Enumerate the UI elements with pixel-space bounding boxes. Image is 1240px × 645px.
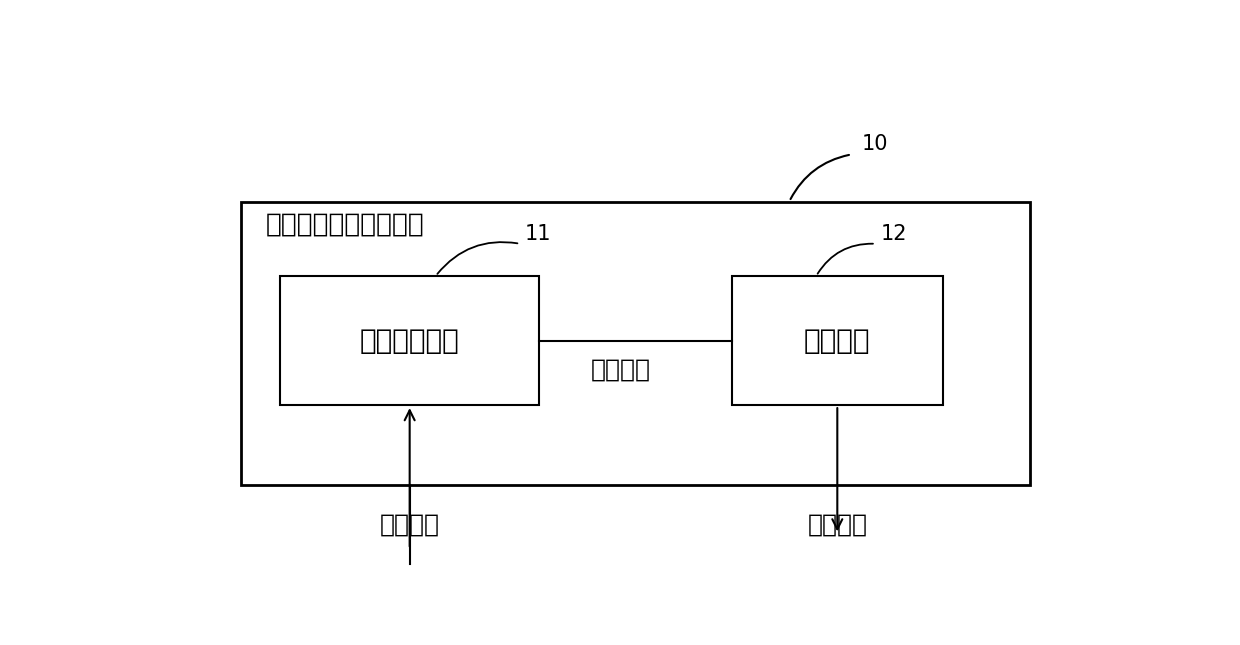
Bar bbox=[732, 276, 942, 405]
Bar bbox=[280, 276, 539, 405]
Text: 12: 12 bbox=[880, 224, 906, 244]
Text: 操作命令: 操作命令 bbox=[591, 358, 651, 382]
Text: 11: 11 bbox=[525, 224, 552, 244]
Text: 存储器的访存控制装置: 存储器的访存控制装置 bbox=[265, 212, 424, 237]
Text: 访存请求: 访存请求 bbox=[379, 513, 440, 537]
Text: 仲裁单元: 仲裁单元 bbox=[804, 326, 870, 355]
Bar bbox=[242, 201, 1029, 484]
Text: 10: 10 bbox=[862, 134, 888, 154]
Text: 请求解析单元: 请求解析单元 bbox=[360, 326, 460, 355]
Text: 操作命令: 操作命令 bbox=[807, 513, 867, 537]
